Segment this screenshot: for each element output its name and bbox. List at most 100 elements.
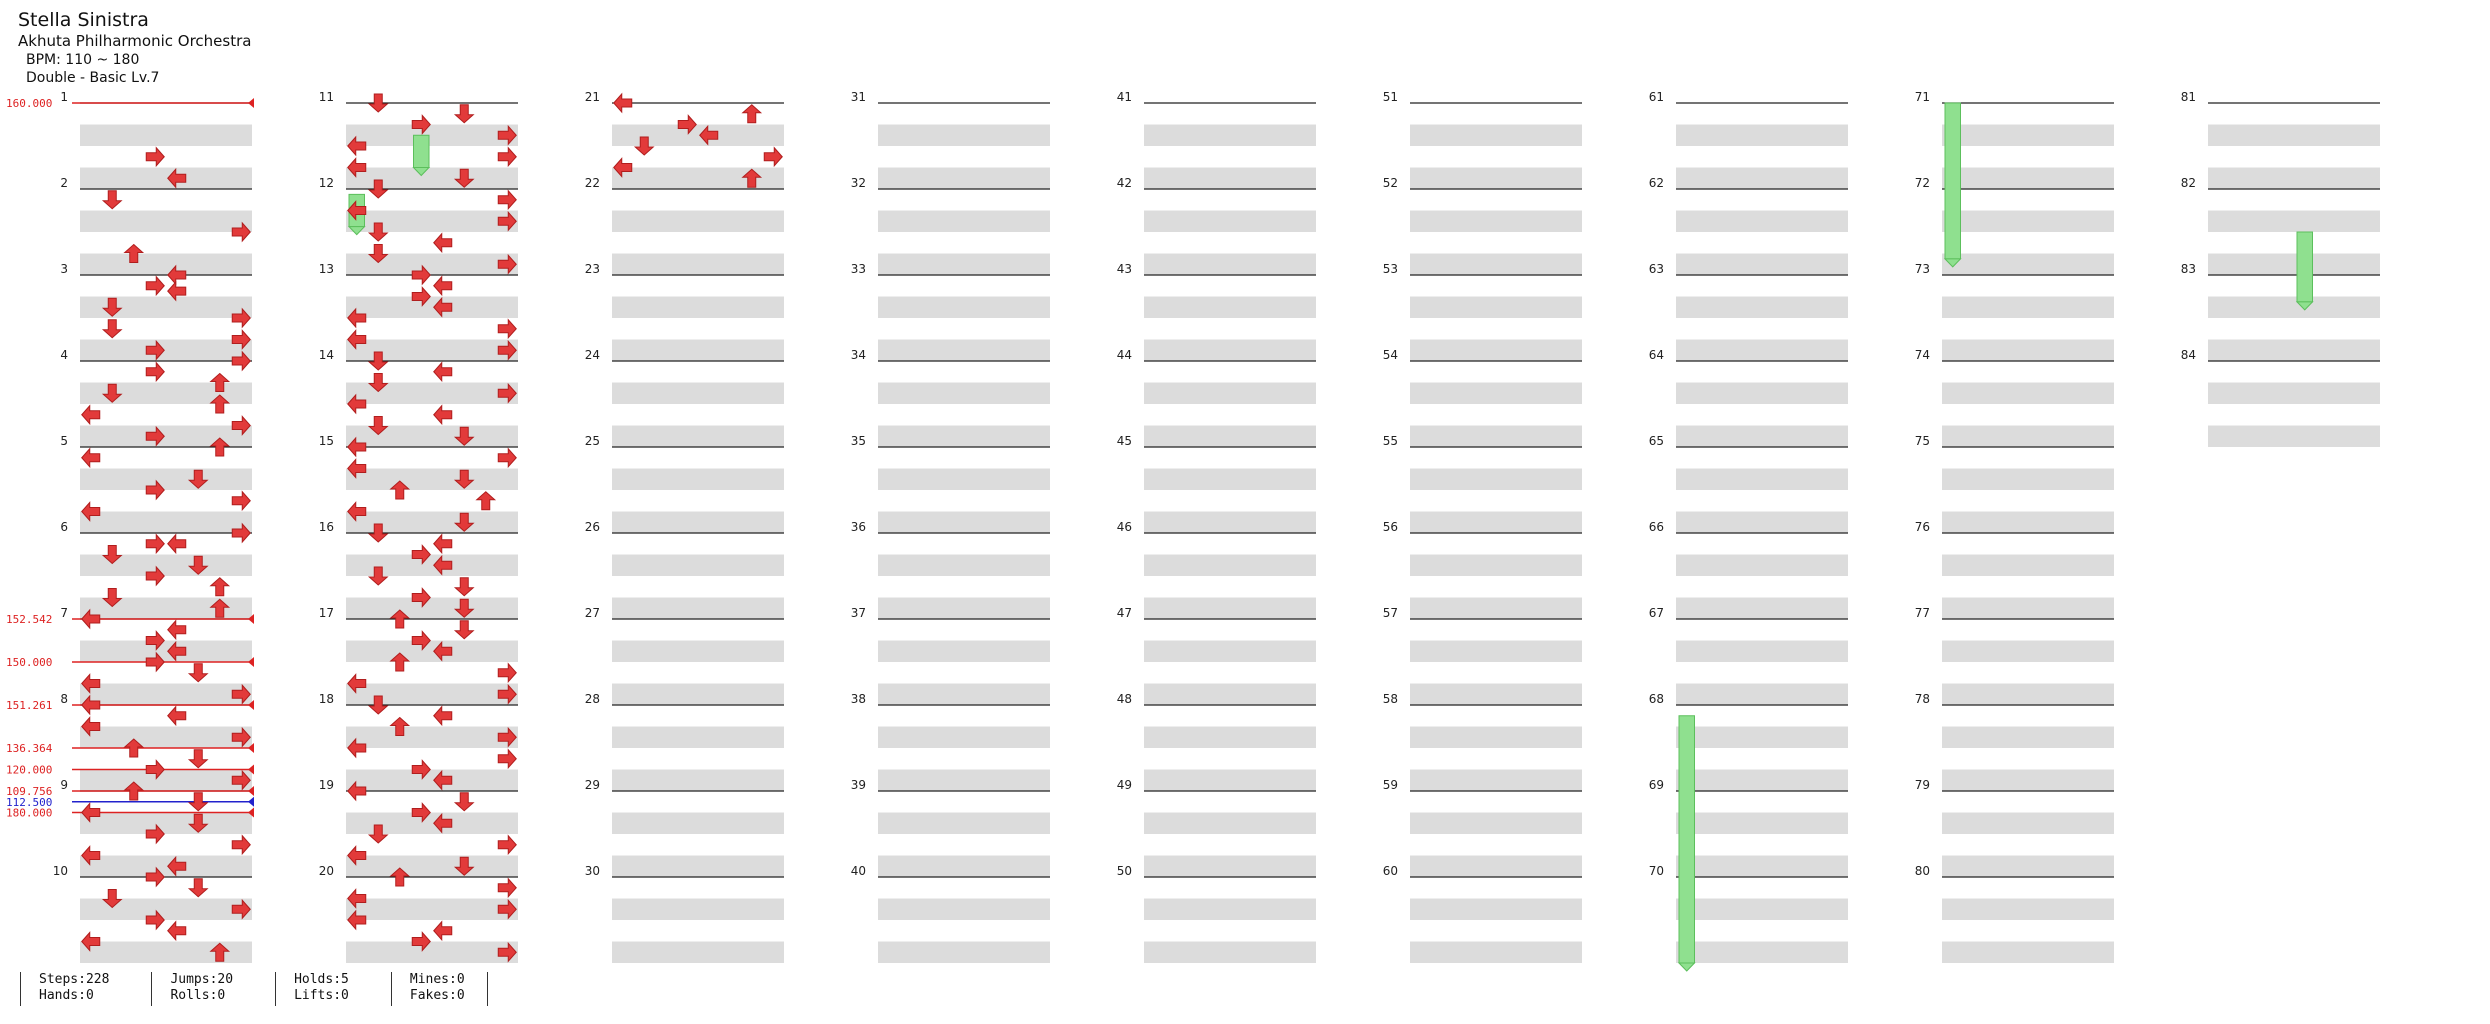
arrow-up-icon	[123, 243, 145, 263]
arrow-shape	[209, 577, 231, 597]
song-title: Stella Sinistra	[18, 9, 149, 31]
beat-stripe	[878, 597, 1050, 619]
arrow-left-icon	[81, 716, 101, 737]
arrow-shape	[433, 361, 453, 383]
beat-stripe	[1144, 253, 1316, 275]
beat-stripe	[346, 296, 518, 318]
measure-number: 25	[585, 434, 600, 448]
arrow-shape	[677, 114, 697, 135]
arrow-left-icon	[347, 157, 367, 178]
measure-number: 28	[585, 692, 600, 706]
measure-number: 17	[319, 606, 334, 620]
arrow-left-icon	[433, 361, 453, 383]
bpm-change-label: 180.000	[6, 807, 52, 820]
arrow-shape	[145, 823, 165, 845]
measure-number: 8	[60, 692, 68, 706]
beat-stripe	[1676, 597, 1848, 619]
measure-number: 22	[585, 176, 600, 190]
measure-number: 52	[1383, 176, 1398, 190]
arrow-shape	[497, 662, 517, 684]
bpm-change-marker	[248, 98, 254, 108]
measure-number: 13	[319, 262, 334, 276]
measure-number: 59	[1383, 778, 1398, 792]
arrow-left-icon	[347, 888, 367, 909]
arrow-right-icon	[411, 802, 431, 823]
arrow-shape	[367, 695, 389, 715]
arrow-shape	[145, 630, 165, 651]
measure-number: 60	[1383, 864, 1398, 878]
beat-stripe	[1410, 339, 1582, 361]
beat-stripe	[80, 855, 252, 877]
arrow-shape	[433, 769, 453, 791]
arrow-right-icon	[231, 683, 251, 705]
beat-stripe	[346, 597, 518, 619]
beat-stripe	[2208, 124, 2380, 146]
arrow-right-icon	[145, 425, 165, 447]
arrow-right-icon	[231, 522, 251, 544]
arrow-down-icon	[453, 426, 475, 446]
arrow-left-icon	[433, 920, 453, 942]
beat-stripe	[2208, 253, 2380, 275]
stats-col-mines: Mines:0 Fakes:0	[390, 972, 488, 1006]
measure-number: 64	[1649, 348, 1664, 362]
arrow-shape	[145, 275, 165, 297]
arrow-shape	[145, 479, 165, 501]
arrow-shape	[411, 286, 431, 307]
arrow-shape	[433, 404, 453, 426]
arrow-shape	[433, 275, 453, 297]
arrow-shape	[367, 373, 389, 393]
arrow-right-icon	[145, 630, 165, 651]
stat-mines: Mines:0	[409, 972, 465, 987]
arrow-shape	[209, 394, 231, 414]
beat-stripe	[612, 210, 784, 232]
measure-number: 84	[2181, 348, 2196, 362]
arrow-shape	[347, 909, 367, 931]
arrow-shape	[763, 146, 783, 168]
beat-stripe	[1942, 382, 2114, 404]
arrow-down-icon	[453, 598, 475, 618]
beat-stripe	[80, 683, 252, 705]
arrow-down-icon	[187, 813, 209, 833]
arrow-shape	[367, 179, 389, 199]
arrow-shape	[347, 673, 367, 694]
song-header: Stella Sinistra Akhuta Philharmonic Orch…	[18, 8, 251, 87]
measure-number: 46	[1117, 520, 1132, 534]
arrow-right-icon	[231, 350, 251, 372]
arrow-right-icon	[411, 630, 431, 651]
beat-stripe	[80, 124, 252, 146]
arrow-right-icon	[411, 264, 431, 286]
beat-stripe	[1676, 124, 1848, 146]
arrow-shape	[741, 168, 763, 188]
arrow-right-icon	[231, 898, 251, 920]
beat-stripe	[612, 425, 784, 447]
arrow-down-icon	[453, 792, 475, 812]
measure-number: 1	[60, 90, 68, 104]
arrow-shape	[231, 683, 251, 705]
measure-number: 14	[319, 348, 334, 362]
arrow-right-icon	[497, 877, 517, 899]
arrow-shape	[367, 93, 389, 113]
arrow-right-icon	[145, 479, 165, 501]
arrow-shape	[231, 329, 251, 350]
arrow-shape	[453, 598, 475, 618]
measure-number: 34	[851, 348, 866, 362]
measure-number: 78	[1915, 692, 1930, 706]
arrow-right-icon	[497, 447, 517, 469]
arrow-up-icon	[389, 652, 411, 672]
arrow-left-icon	[699, 124, 719, 146]
beat-stripe	[346, 683, 518, 705]
arrow-left-icon	[81, 802, 101, 823]
hold-tail	[1677, 962, 1696, 972]
arrow-shape	[497, 898, 517, 920]
beat-stripe	[1942, 339, 2114, 361]
beat-stripe	[80, 296, 252, 318]
arrow-down-icon	[367, 93, 389, 113]
beat-stripe	[1410, 898, 1582, 920]
arrow-down-icon	[101, 190, 123, 210]
arrow-down-icon	[453, 469, 475, 489]
beat-stripe	[612, 640, 784, 662]
arrow-left-icon	[433, 404, 453, 426]
beat-stripe	[612, 855, 784, 877]
beat-stripe	[1410, 511, 1582, 533]
measure-number: 68	[1649, 692, 1664, 706]
